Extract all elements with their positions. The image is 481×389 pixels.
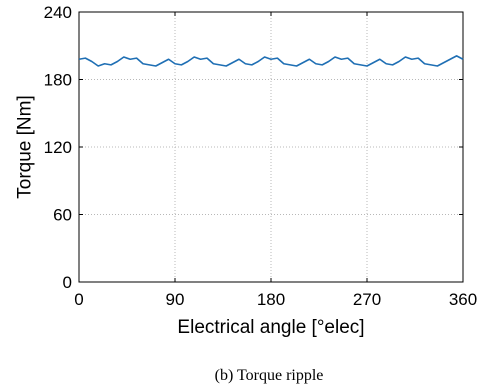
- y-tick-label: 60: [53, 206, 72, 225]
- tick-layer: 0 90 180 270 360 0 60 120 180 240: [44, 3, 478, 309]
- x-tick-label: 360: [449, 290, 477, 309]
- y-tick-label: 120: [44, 138, 72, 157]
- series-layer: [78, 55, 464, 67]
- torque-series-line: [78, 55, 464, 67]
- x-tick-label: 90: [166, 290, 185, 309]
- y-tick-label: 240: [44, 3, 72, 22]
- y-tick-label: 0: [63, 273, 72, 292]
- x-tick-label: 180: [257, 290, 285, 309]
- y-tick-label: 180: [44, 71, 72, 90]
- x-axis-label: Electrical angle [°elec]: [177, 317, 364, 338]
- grid-layer: [79, 12, 463, 282]
- x-tick-label: 0: [74, 290, 83, 309]
- figure-caption: (b) Torque ripple: [215, 367, 324, 384]
- x-tick-label: 270: [353, 290, 381, 309]
- y-axis-label: Torque [Nm]: [15, 95, 36, 198]
